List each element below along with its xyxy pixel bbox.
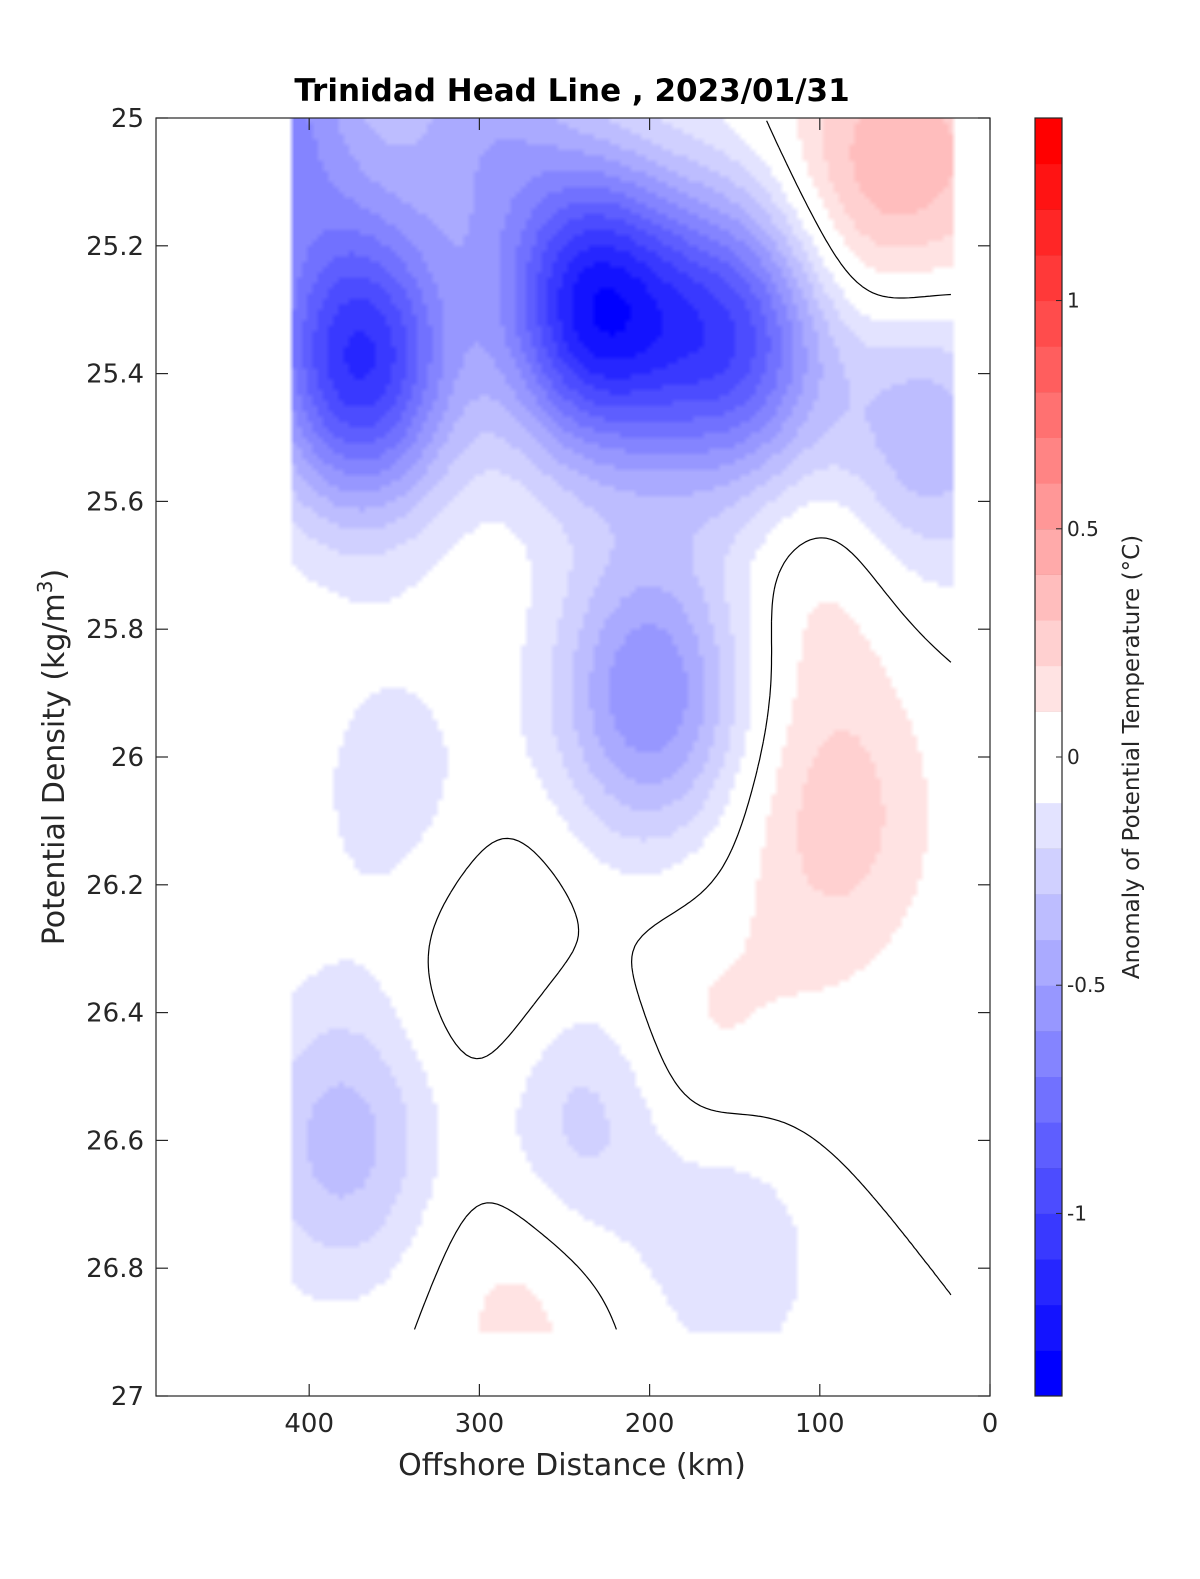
colorbar-band: [1035, 1304, 1062, 1351]
x-tick-label: 0: [982, 1409, 999, 1439]
chart-title: Trinidad Head Line , 2023/01/31: [294, 73, 849, 109]
colorbar-band: [1035, 939, 1062, 986]
colorbar-band: [1035, 118, 1062, 165]
colorbar-band: [1035, 893, 1062, 941]
x-tick-label: 200: [625, 1409, 675, 1439]
colorbar-band: [1035, 1076, 1062, 1123]
x-axis-label: Offshore Distance (km): [398, 1448, 746, 1483]
colorbar: 1 0.5 0 -0.5 -1: [1034, 117, 1106, 1397]
x-tick-label: 400: [284, 1409, 334, 1439]
colorbar-band: [1035, 574, 1062, 621]
colorbar-tick-label: -0.5: [1067, 973, 1106, 997]
colorbar-band: [1035, 483, 1062, 530]
colorbar-band: [1035, 848, 1062, 895]
colorbar-label: Anomaly of Potential Temperature (°C): [1119, 535, 1145, 979]
colorbar-band: [1035, 1122, 1062, 1169]
zero-contour-lines: [413, 120, 952, 1330]
colorbar-tick-label: 0: [1067, 745, 1080, 769]
zero-contour: [413, 120, 952, 1330]
colorbar-band: [1035, 1259, 1062, 1306]
colorbar-band: [1035, 802, 1062, 849]
y-tick-label: 25: [111, 104, 144, 134]
colorbar-band: [1035, 665, 1062, 712]
colorbar-band: [1035, 209, 1062, 256]
y-axis-label-superscript: 3: [33, 580, 57, 593]
temperature-anomaly-field: [156, 118, 990, 1396]
x-axis: 400 300 200 100 0: [284, 118, 998, 1439]
colorbar-band: [1035, 1213, 1062, 1260]
colorbar-band: [1035, 711, 1062, 758]
colorbar-band: [1035, 1030, 1062, 1077]
colorbar-band: [1035, 1350, 1062, 1397]
colorbar-tick-label: 0.5: [1067, 517, 1099, 541]
x-tick-label: 300: [455, 1409, 505, 1439]
colorbar-tick-label: -1: [1067, 1201, 1087, 1225]
y-tick-label: 26.4: [86, 999, 144, 1029]
colorbar-band: [1035, 1167, 1062, 1214]
y-tick-label: 25.6: [86, 487, 144, 517]
y-tick-label: 26.8: [86, 1254, 144, 1284]
y-tick-label: 25.2: [86, 232, 144, 262]
y-tick-label: 27: [111, 1382, 144, 1412]
x-tick-label: 100: [795, 1409, 845, 1439]
colorbar-band: [1035, 757, 1062, 804]
colorbar-band: [1035, 528, 1062, 575]
y-tick-label: 25.8: [86, 615, 144, 645]
colorbar-band: [1035, 163, 1062, 210]
colorbar-tick-label: 1: [1067, 289, 1080, 313]
y-axis-label-main: Potential Density (kg/m: [37, 593, 72, 945]
y-tick-label: 26: [111, 743, 144, 773]
y-axis-label: Potential Density (kg/m3): [33, 569, 72, 945]
colorbar-band: [1035, 300, 1062, 347]
colorbar-band: [1035, 254, 1062, 302]
y-axis: 25 25.2 25.4 25.6 25.8 26 26.2 26.4 26.6 26.8 27: [86, 104, 990, 1412]
y-axis-label-close: ): [37, 569, 72, 581]
colorbar-band: [1035, 620, 1062, 667]
y-tick-label: 26.6: [86, 1126, 144, 1156]
colorbar-band: [1035, 985, 1062, 1032]
colorbar-band: [1035, 437, 1062, 484]
colorbar-band: [1035, 346, 1062, 393]
y-tick-label: 26.2: [86, 871, 144, 901]
colorbar-band: [1035, 391, 1062, 438]
y-tick-label: 25.4: [86, 360, 144, 390]
